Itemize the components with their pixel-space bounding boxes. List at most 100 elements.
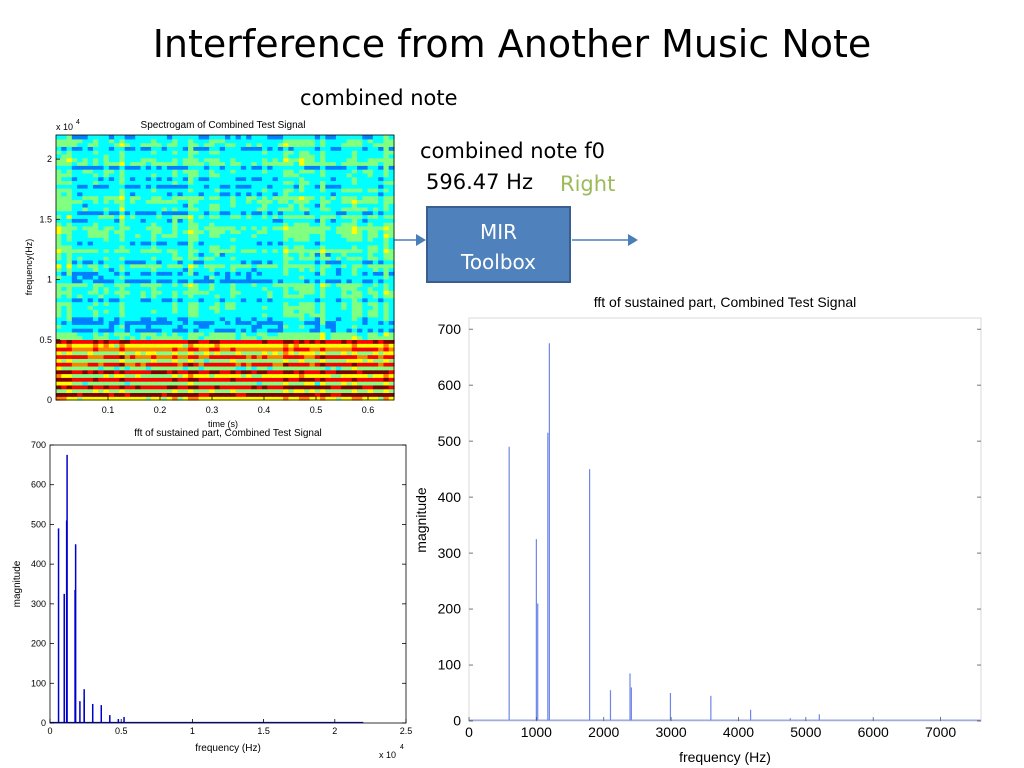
spectrogram-cell	[320, 290, 326, 295]
spectrogram-cell	[341, 203, 348, 208]
spectrogram-cell	[372, 331, 379, 337]
spectrogram-cell	[77, 229, 84, 235]
spectrogram-cell	[225, 203, 231, 208]
spectrogram-cell	[267, 176, 274, 182]
spectrogram-cell	[378, 218, 385, 223]
spectrogram-cell	[267, 392, 274, 397]
spectrogram-cell	[172, 347, 179, 352]
spectrogram-cell	[161, 271, 168, 276]
spectrogram-cell	[77, 396, 84, 401]
spectrogram-cell	[124, 157, 131, 163]
spectrogram-cell	[230, 237, 237, 242]
spectrogram-cell	[140, 176, 147, 182]
spectrogram-cell	[261, 195, 268, 200]
spectrogram-cell	[256, 282, 263, 288]
spectrogram-cell	[251, 271, 258, 276]
spectrogram-cell	[272, 324, 279, 329]
spectrogram-cell	[56, 233, 62, 238]
spectrogram-cell	[277, 369, 284, 375]
spectrogram-cell	[378, 169, 385, 174]
spectrogram-cell	[341, 358, 348, 363]
spectrogram-cell	[114, 309, 120, 314]
spectrogram-cell	[103, 237, 110, 242]
spectrogram-cell	[124, 271, 131, 276]
spectrogram-cell	[124, 331, 131, 337]
spectrogram-cell	[325, 203, 332, 208]
spectrogram-cell	[383, 347, 390, 352]
spectrogram-cell	[251, 320, 258, 325]
spectrogram-cell	[293, 203, 300, 208]
spectrogram-cell	[372, 199, 379, 204]
spectrogram-cell	[124, 153, 131, 159]
spectrogram-cell	[77, 263, 84, 269]
spectrogram-cell	[198, 203, 205, 208]
spectrogram-cell	[172, 161, 179, 166]
spectrogram-cell	[341, 339, 348, 344]
spectrogram-cell	[108, 218, 115, 223]
spectrogram-cell	[209, 150, 216, 155]
spectrogram-cell	[288, 362, 295, 367]
spectrogram-cell	[230, 142, 237, 147]
spectrogram-cells	[56, 135, 395, 401]
spectrogram-cell	[145, 199, 152, 204]
spectrogram-cell	[240, 320, 247, 325]
spectrogram-cell	[172, 316, 179, 322]
spectrogram-cell	[346, 309, 353, 314]
spectrogram-cell	[98, 176, 105, 182]
spectrogram-cell	[135, 176, 142, 182]
spectrogram-cell	[103, 294, 110, 299]
spectrogram-cell	[267, 309, 274, 314]
spectrogram-cell	[92, 324, 99, 329]
spectrogram-cell	[330, 225, 337, 231]
spectrogram-cell	[103, 259, 110, 265]
spectrogram-cell	[346, 275, 353, 280]
spectrogram-cell	[272, 309, 279, 314]
spectrogram-cell	[140, 278, 147, 284]
spectrogram-cell	[129, 206, 136, 212]
spectrogram-cell	[367, 161, 374, 166]
spectrogram-cell	[240, 176, 247, 182]
spectrogram-cell	[129, 275, 136, 280]
spectrogram-cell	[309, 347, 316, 352]
spectrogram-cell	[335, 229, 342, 235]
spectrogram-cell	[251, 312, 258, 318]
spectrogram-cell	[87, 278, 94, 284]
spectrogram-cell	[56, 225, 62, 231]
spectrogram-cell	[346, 392, 353, 397]
spectrogram-cell	[108, 282, 115, 288]
spectrogram-cell	[87, 176, 94, 182]
spectrogram-cell	[261, 150, 268, 155]
spectrogram-cell	[330, 180, 337, 185]
spectrogram-cell	[320, 335, 326, 341]
spectrogram-cell	[277, 312, 284, 318]
spectrogram-cell	[330, 214, 337, 219]
spectrogram-cell	[256, 275, 263, 280]
spectrogram-cell	[172, 229, 179, 235]
spectrogram-cell	[214, 161, 221, 166]
spectrogram-cell	[151, 309, 157, 314]
spectrogram-cell	[87, 282, 94, 288]
spectrogram-cell	[320, 244, 326, 250]
fft-y-tick-label: 100	[438, 657, 462, 673]
spectrogram-cell	[261, 301, 268, 306]
spectrogram-cell	[98, 203, 105, 208]
spectrogram-cell	[372, 263, 379, 269]
spectrogram-cell	[103, 290, 110, 295]
spectrogram-cell	[288, 180, 295, 185]
spectrogram-cell	[166, 248, 173, 253]
spectrogram-cell	[272, 229, 279, 235]
spectrogram-cell	[225, 218, 231, 223]
spectrogram-cell	[351, 153, 358, 159]
spectrogram-cell	[320, 210, 326, 216]
spectrogram-cell	[367, 244, 374, 250]
spectrogram-cell	[256, 229, 263, 235]
spectrogram-cell	[219, 172, 226, 178]
spectrogram-cell	[66, 218, 73, 223]
spectrogram-cell	[277, 263, 284, 269]
spectrogram-cell	[335, 218, 342, 223]
spectrogram-cell	[240, 331, 247, 337]
spectrogram-cell	[235, 218, 242, 223]
spectrogram-cell	[351, 305, 358, 310]
spectrogram-cell	[214, 138, 221, 144]
spectrogram-cell	[140, 381, 147, 386]
